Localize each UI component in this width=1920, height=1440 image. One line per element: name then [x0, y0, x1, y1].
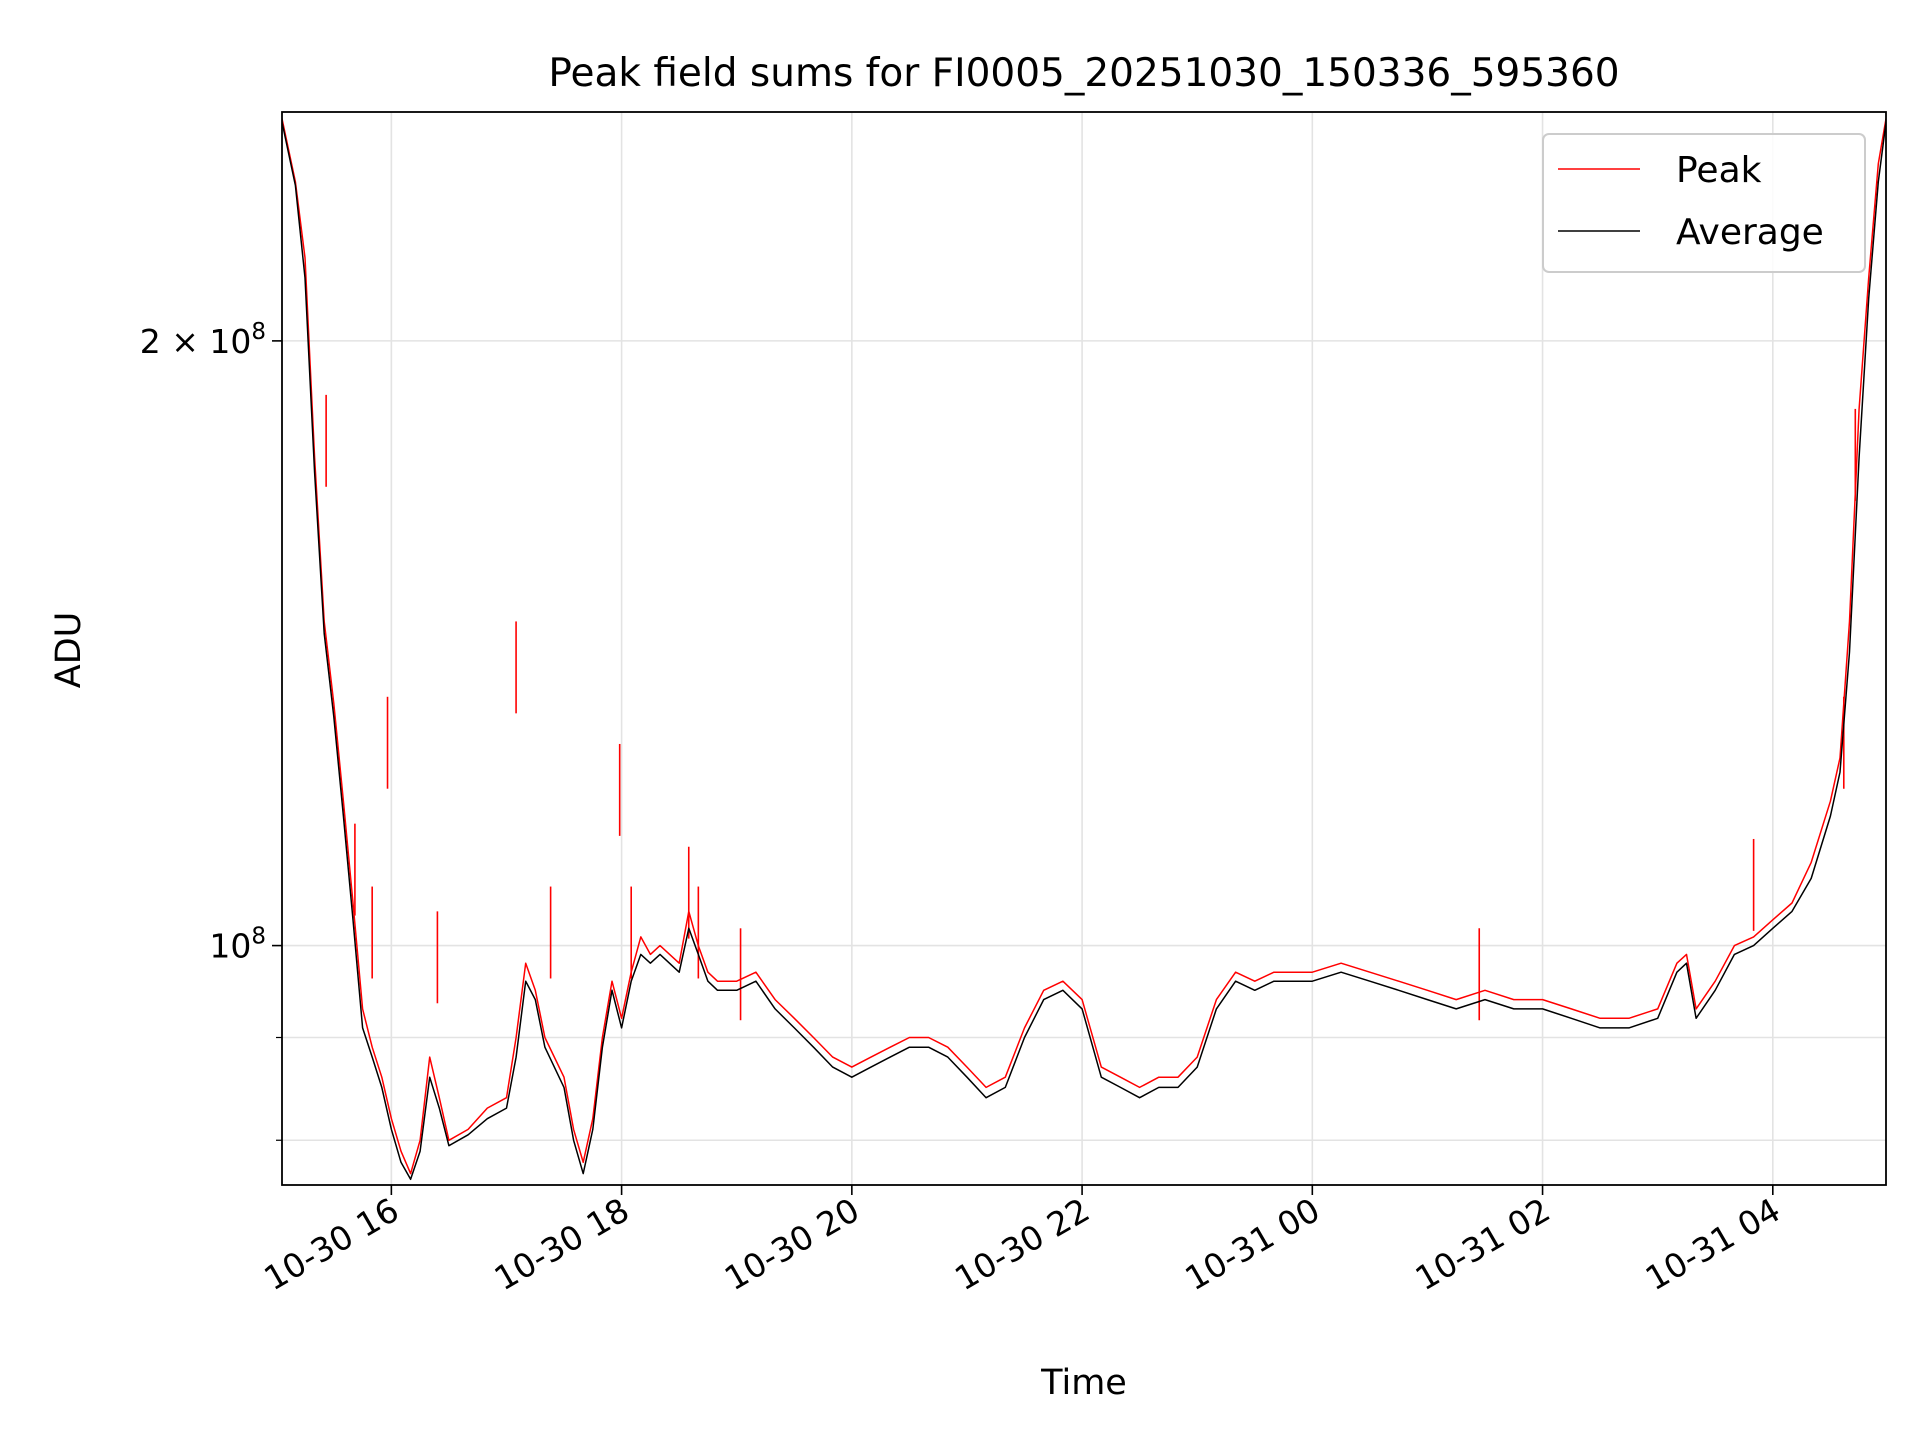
series-line-average: [282, 121, 1886, 1181]
x-axis-label: Time: [1040, 1363, 1127, 1403]
legend-label-average: Average: [1676, 212, 1824, 253]
y-tick-label-exponent: 8: [251, 319, 266, 345]
chart-title: Peak field sums for FI0005_20251030_1503…: [548, 51, 1619, 96]
grid: [282, 112, 1886, 1185]
series-line-peak: [282, 118, 1886, 1175]
y-tick-label-exponent: 8: [251, 924, 266, 950]
y-tick-label-base: 2 × 10: [140, 322, 252, 361]
legend: Peak Average: [1542, 133, 1866, 273]
y-axis-label: ADU: [49, 612, 89, 689]
legend-label-peak: Peak: [1676, 150, 1762, 191]
plot-frame: [281, 111, 1887, 1186]
series-layer: [282, 118, 1886, 1181]
y-tick-label: 108: [209, 924, 266, 966]
y-tick-label-base: 10: [209, 927, 251, 966]
y-tick-label: 2 × 108: [140, 319, 266, 361]
